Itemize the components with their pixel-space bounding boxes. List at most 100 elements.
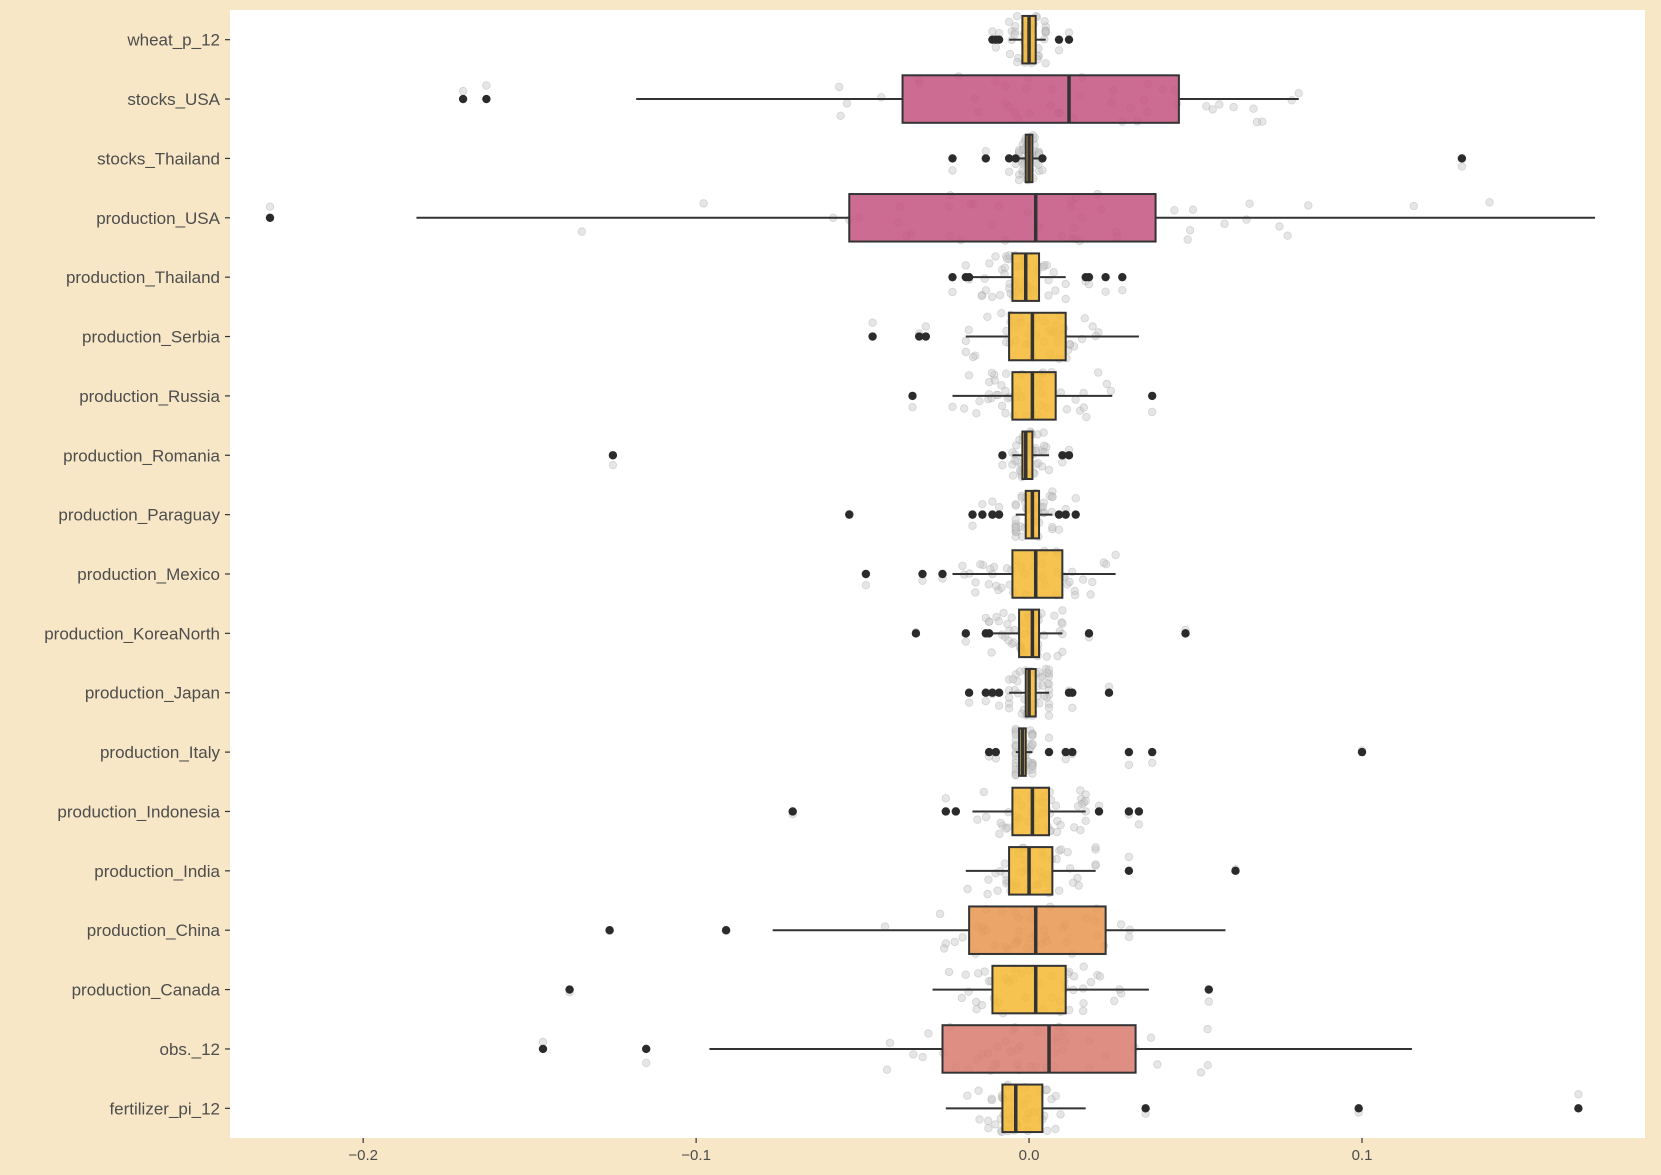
jitter-point (1028, 765, 1037, 774)
jitter-point (994, 585, 1003, 595)
outlier-point (994, 35, 1004, 44)
jitter-point (1057, 618, 1066, 627)
jitter-point (1095, 972, 1105, 981)
jitter-point (971, 588, 980, 597)
jitter-point (1229, 102, 1238, 112)
jitter-point (1011, 526, 1020, 535)
jitter-point (997, 583, 1006, 592)
jitter-point (1034, 166, 1044, 176)
jitter-point (983, 889, 992, 899)
jitter-point (1040, 261, 1049, 270)
jitter-point (1073, 802, 1083, 811)
jitter-point (1052, 827, 1062, 837)
jitter-point (699, 199, 708, 208)
jitter-point (1058, 458, 1067, 467)
jitter-point (1054, 886, 1064, 895)
jitter-point (1044, 680, 1054, 689)
outlier-point (642, 1044, 651, 1054)
jitter-point (861, 581, 871, 590)
jitter-point (1041, 28, 1050, 37)
jitter-point (1042, 1085, 1051, 1094)
jitter-point (1203, 1060, 1212, 1070)
outlier-point (1054, 510, 1064, 519)
outlier-point (1354, 1104, 1363, 1113)
jitter-point (1011, 519, 1020, 528)
jitter-point (977, 1000, 987, 1010)
jitter-point (1011, 527, 1020, 537)
jitter-point (1042, 1126, 1052, 1135)
jitter-point (1013, 677, 1022, 686)
jitter-point (1081, 816, 1090, 825)
jitter-point (1012, 457, 1021, 466)
jitter-point (981, 146, 990, 156)
jitter-point (1037, 446, 1046, 455)
jitter-point (1101, 560, 1111, 569)
jitter-point (1007, 639, 1016, 648)
jitter-point (1011, 524, 1020, 533)
outlier-point (265, 213, 275, 222)
jitter-point (958, 933, 967, 942)
jitter-point (984, 1116, 993, 1125)
jitter-point (1457, 162, 1467, 171)
jitter-point (1004, 675, 1014, 684)
outlier-point (998, 451, 1007, 460)
jitter-point (1294, 89, 1303, 98)
jitter-point (985, 377, 994, 387)
jitter-point (1070, 586, 1079, 596)
jitter-point (1011, 515, 1020, 524)
jitter-point (1070, 591, 1080, 600)
jitter-point (1081, 796, 1090, 805)
outlier-point (1181, 629, 1190, 638)
jitter-point (1042, 668, 1052, 677)
outlier-point (1148, 747, 1157, 757)
jitter-point (458, 86, 468, 96)
jitter-point (978, 291, 987, 300)
outlier-point (1064, 451, 1074, 460)
outlier-point (565, 985, 574, 994)
jitter-point (1099, 558, 1108, 567)
outlier-point (1457, 154, 1467, 163)
jitter-point (1079, 999, 1088, 1008)
outlier-point (981, 688, 990, 697)
jitter-point (1044, 665, 1054, 674)
jitter-point (608, 460, 618, 470)
jitter-point (983, 312, 992, 321)
jitter-point (1091, 843, 1100, 852)
jitter-point (961, 970, 970, 979)
jitter-point (1010, 456, 1019, 465)
jitter-point (964, 698, 974, 707)
jitter-point (993, 886, 1002, 895)
category-labels: wheat_p_12 stocks_USA stocks_Thailandprodu… (44, 31, 230, 1118)
jitter-point (1028, 761, 1037, 770)
outlier-point (1574, 1104, 1583, 1113)
jitter-point (1116, 920, 1126, 929)
jitter-point (1002, 824, 1011, 833)
jitter-point (1042, 652, 1051, 661)
jitter-point (868, 318, 877, 327)
jitter-point (984, 617, 994, 626)
jitter-point (987, 1094, 996, 1103)
jitter-point (1061, 294, 1070, 304)
outlier-point (1148, 391, 1157, 401)
jitter-point (935, 909, 945, 919)
category-label-production_Italy: production_Italy (100, 743, 221, 762)
jitter-point (1056, 845, 1066, 854)
box-production_USA (848, 193, 1157, 243)
jitter-point (1028, 758, 1037, 768)
jitter-point (990, 376, 1000, 385)
jitter-point (1076, 786, 1085, 795)
jitter-point (1014, 175, 1024, 185)
jitter-point (921, 322, 930, 331)
box-stocks_USA (901, 74, 1180, 124)
outlier-point (1141, 1104, 1150, 1113)
jitter-point (1304, 201, 1313, 210)
jitter-point (984, 875, 993, 884)
jitter-point (1079, 798, 1089, 807)
jitter-point (989, 562, 999, 572)
jitter-point (1041, 27, 1050, 37)
jitter-point (1008, 460, 1017, 469)
jitter-point (1109, 996, 1119, 1006)
outlier-point (845, 510, 854, 519)
jitter-point (1081, 790, 1090, 799)
jitter-point (999, 608, 1008, 618)
